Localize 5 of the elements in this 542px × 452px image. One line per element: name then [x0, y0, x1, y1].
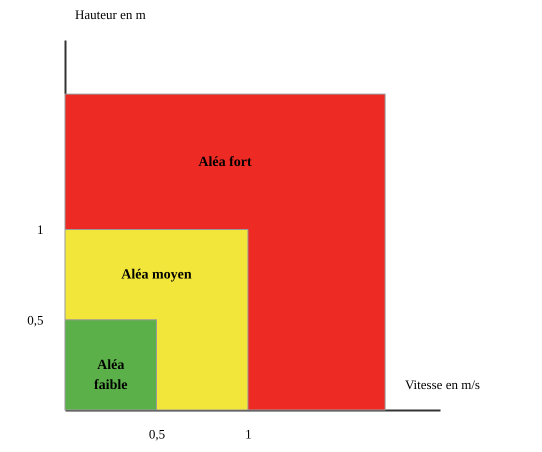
- y-axis-title: Hauteur en m: [75, 7, 146, 22]
- x-axis-title: Vitesse en m/s: [404, 377, 480, 392]
- series-label: Aléa faible: [94, 358, 128, 393]
- series-label: Aléa fort: [198, 154, 252, 170]
- series-label: Aléa moyen: [121, 268, 192, 283]
